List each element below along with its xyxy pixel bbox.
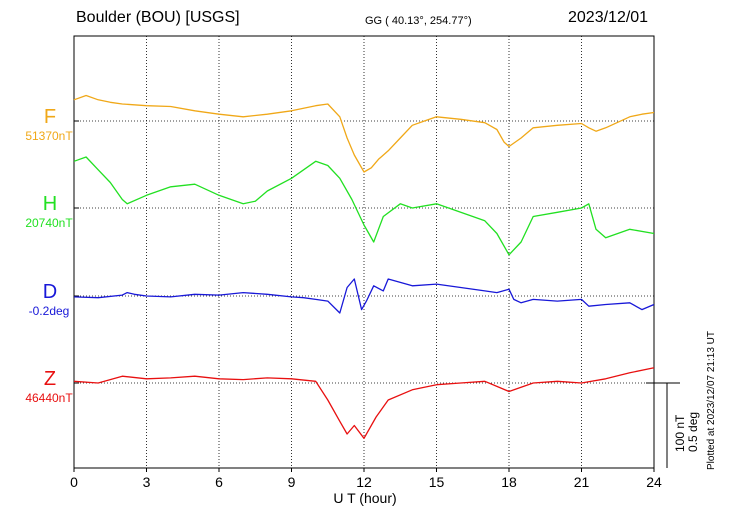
plotted-timestamp: Plotted at 2023/12/07 21:13 UT [706, 331, 717, 470]
series-line-h [73, 156, 655, 256]
scale-bar-label: 100 nT 0.5 deg [673, 411, 700, 452]
scale-bar-deg: 0.5 deg [686, 411, 700, 452]
baseline-value-f: 51370nT [25, 129, 73, 143]
x-tick-label: 18 [501, 474, 517, 490]
series-name-d: D [42, 281, 58, 303]
axis-ticks [73, 468, 655, 472]
series-name-f: F [43, 106, 57, 128]
x-tick-label: 15 [428, 474, 445, 490]
x-tick-label: 0 [70, 474, 78, 490]
x-axis-label: U T (hour) [333, 490, 397, 506]
grid [146, 36, 582, 468]
station-title: Boulder (BOU) [USGS] [76, 9, 240, 26]
x-tick-label: 21 [573, 474, 590, 490]
series-name-z: Z [43, 368, 57, 390]
baseline-value-d: -0.2deg [28, 304, 70, 318]
x-tick-label: 3 [142, 474, 151, 490]
baseline-value-h: 20740nT [25, 216, 73, 230]
scale-bar [646, 382, 680, 468]
x-tick-label: 6 [215, 474, 223, 490]
x-tick-label: 12 [356, 474, 372, 490]
station-coordinates: GG ( 40.13°, 254.77°) [365, 15, 472, 27]
series-line-f [73, 94, 655, 173]
x-tick-label: 24 [646, 474, 662, 490]
series-line-d [73, 278, 655, 314]
series-name-h: H [42, 193, 58, 215]
baseline-value-z: 46440nT [25, 391, 73, 405]
date-label: 2023/12/01 [568, 9, 649, 26]
series-line-z [73, 367, 655, 439]
x-tick-label: 9 [287, 474, 296, 490]
series-group [73, 94, 655, 439]
